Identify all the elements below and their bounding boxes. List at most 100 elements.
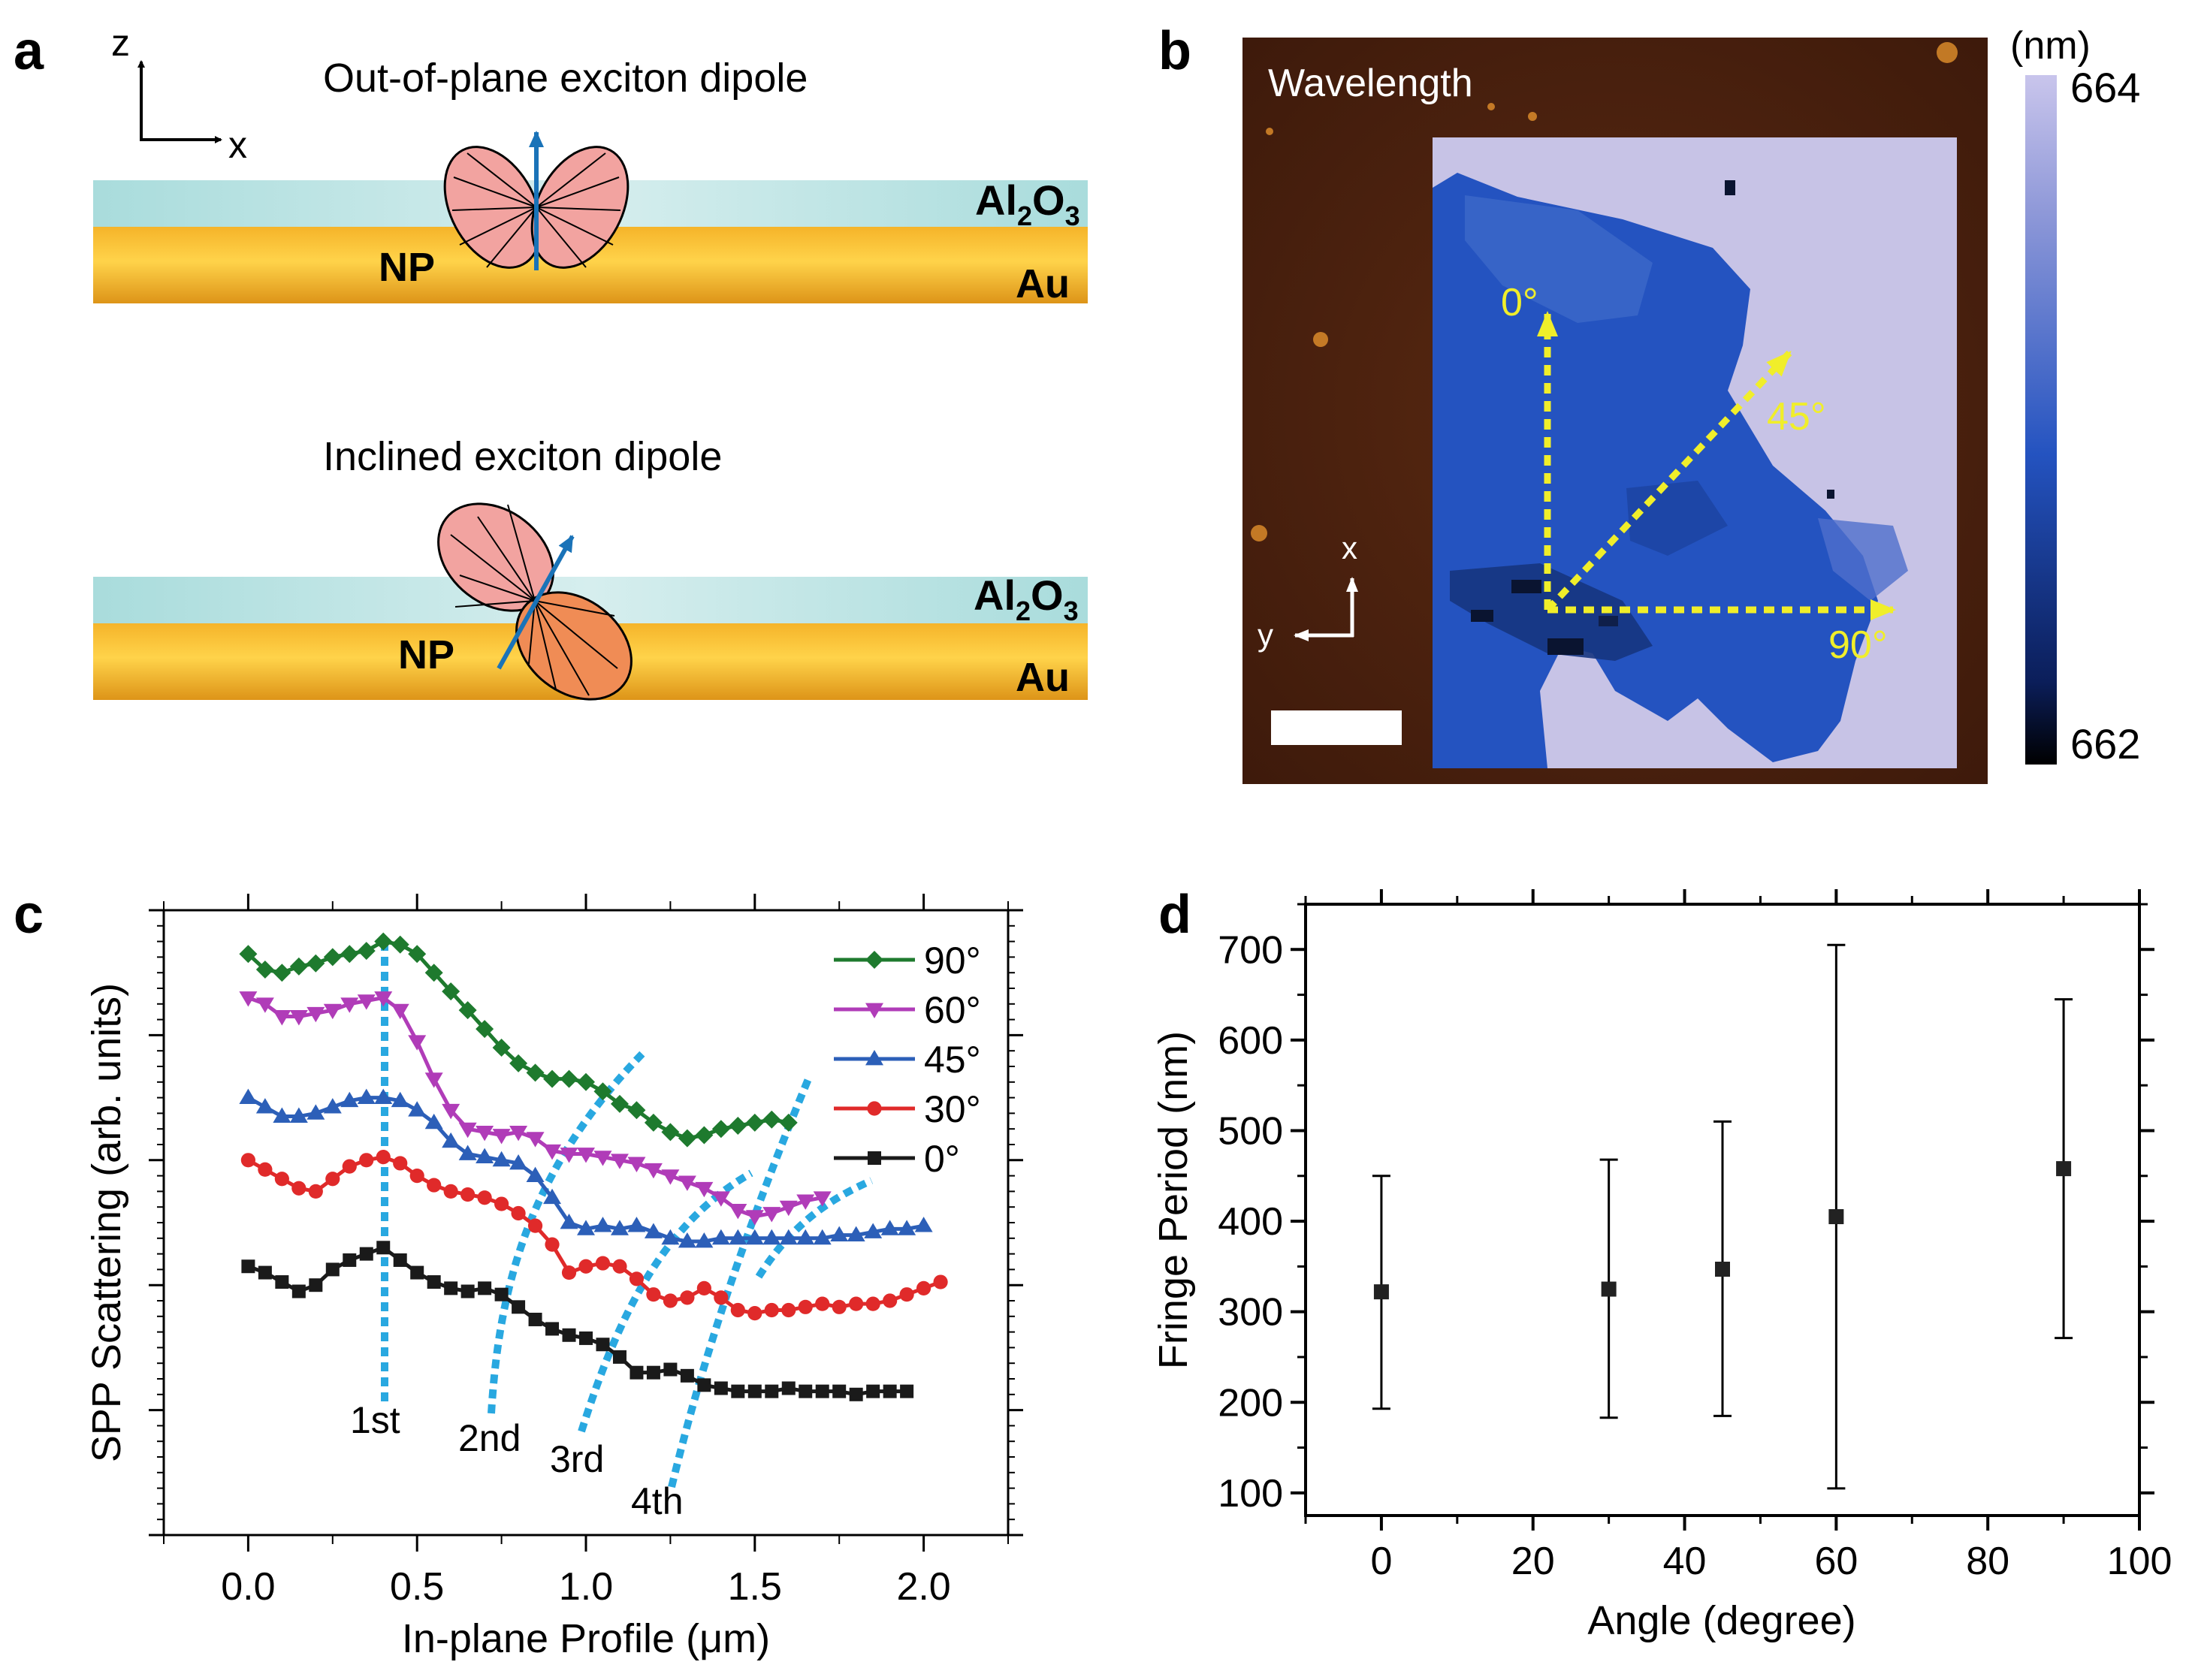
plot-c-ylabel: SPP Scattering (arb. units) xyxy=(84,983,129,1462)
data-point xyxy=(560,1069,578,1088)
data-point xyxy=(509,1125,528,1142)
data-point xyxy=(627,1217,646,1232)
x-tick-label: 1.5 xyxy=(728,1565,782,1609)
data-point xyxy=(612,1259,627,1274)
data-point xyxy=(340,1091,359,1108)
angle-0-label: 0° xyxy=(1501,281,1538,324)
data-point xyxy=(764,1302,779,1318)
data-point xyxy=(762,1207,781,1223)
data-point xyxy=(730,1302,745,1318)
data-point xyxy=(815,1384,829,1398)
data-point xyxy=(799,1384,813,1398)
bottom-stack: NP Al2O3 Au xyxy=(93,502,1088,701)
panel-d-letter: d xyxy=(1158,885,1191,945)
data-point xyxy=(273,1010,291,1026)
plot-d-xlabel: Angle (degree) xyxy=(1587,1598,1855,1643)
data-point xyxy=(865,951,883,969)
data-point xyxy=(255,961,274,979)
colorbar-min: 662 xyxy=(2070,720,2140,768)
data-point xyxy=(578,1259,593,1274)
data-point xyxy=(865,1003,883,1018)
y-tick-label: 600 xyxy=(1218,1019,1283,1063)
y-tick-label: 700 xyxy=(1218,928,1283,972)
axis-x-label: x xyxy=(228,124,247,166)
panel-a: a z x Out-of-plane exciton dipole xyxy=(14,21,1088,701)
data-point xyxy=(476,1148,494,1164)
data-point xyxy=(323,948,342,967)
data-point xyxy=(527,1218,543,1233)
data-point xyxy=(1715,1261,1730,1277)
data-point xyxy=(747,1306,762,1321)
data-point xyxy=(376,1241,391,1255)
np-label-bottom: NP xyxy=(398,632,454,677)
colorbar-unit: (nm) xyxy=(2010,24,2091,68)
data-point xyxy=(762,1110,781,1129)
data-point xyxy=(832,1299,847,1314)
data-point xyxy=(813,1229,832,1245)
data-point xyxy=(595,1256,611,1271)
data-point xyxy=(410,1265,424,1280)
order-label-3rd: 3rd xyxy=(550,1438,604,1480)
data-point xyxy=(512,1300,526,1314)
data-point xyxy=(442,982,460,1001)
order-guides xyxy=(381,942,874,1488)
data-point xyxy=(847,1226,865,1242)
data-point xyxy=(393,1253,407,1267)
data-point xyxy=(545,1237,560,1252)
axis-z-label: z xyxy=(111,22,130,64)
data-point xyxy=(711,1120,730,1139)
data-point xyxy=(916,1280,931,1295)
plot-d-ylabel: Fringe Period (nm) xyxy=(1151,1031,1196,1369)
data-point xyxy=(813,1191,832,1207)
data-point xyxy=(308,1184,323,1199)
data-point xyxy=(714,1290,729,1305)
data-point xyxy=(593,1151,612,1166)
data-point xyxy=(849,1296,864,1311)
angle-90-label: 90° xyxy=(1828,623,1888,667)
x-tick-label: 60 xyxy=(1814,1540,1858,1583)
x-tick-label: 0.5 xyxy=(390,1565,444,1609)
legend-item: 60° xyxy=(834,989,981,1031)
afm-particles xyxy=(1251,42,1958,541)
legend-item: 0° xyxy=(834,1138,960,1180)
panel-a-letter: a xyxy=(14,21,44,81)
data-point xyxy=(494,1196,509,1211)
data-point xyxy=(241,1259,255,1274)
data-point xyxy=(274,1172,289,1187)
data-point xyxy=(289,1010,308,1026)
data-point xyxy=(865,1050,883,1066)
data-point xyxy=(678,1129,696,1148)
data-point xyxy=(781,1381,796,1395)
data-point xyxy=(239,945,258,964)
data-point xyxy=(562,1328,576,1342)
data-point xyxy=(779,1200,798,1217)
data-point xyxy=(867,1101,882,1116)
data-point xyxy=(560,1148,578,1163)
data-point xyxy=(1828,1209,1844,1225)
data-point xyxy=(593,1082,612,1101)
data-point xyxy=(830,1226,849,1242)
data-point xyxy=(477,1190,492,1205)
data-point xyxy=(526,1166,545,1182)
data-point xyxy=(745,1113,764,1132)
data-point xyxy=(376,1150,391,1165)
data-point xyxy=(663,1362,678,1377)
data-point xyxy=(340,945,359,964)
data-point xyxy=(239,1088,258,1104)
metal-label-top: Au xyxy=(1016,261,1070,306)
data-point-with-errorbar xyxy=(2055,998,2073,1340)
data-point xyxy=(239,991,258,1007)
data-point xyxy=(644,1163,663,1179)
data-point xyxy=(2056,1161,2072,1177)
y-tick-label: 300 xyxy=(1218,1291,1283,1335)
data-point xyxy=(306,954,325,973)
data-point xyxy=(630,1365,644,1380)
colorbar-max: 664 xyxy=(2070,64,2140,111)
data-point xyxy=(374,1088,393,1104)
data-point xyxy=(765,1384,779,1398)
data-point xyxy=(258,1162,273,1177)
data-point xyxy=(627,1157,646,1172)
data-point xyxy=(458,1001,477,1020)
data-point xyxy=(442,1132,460,1148)
data-point xyxy=(663,1293,678,1308)
